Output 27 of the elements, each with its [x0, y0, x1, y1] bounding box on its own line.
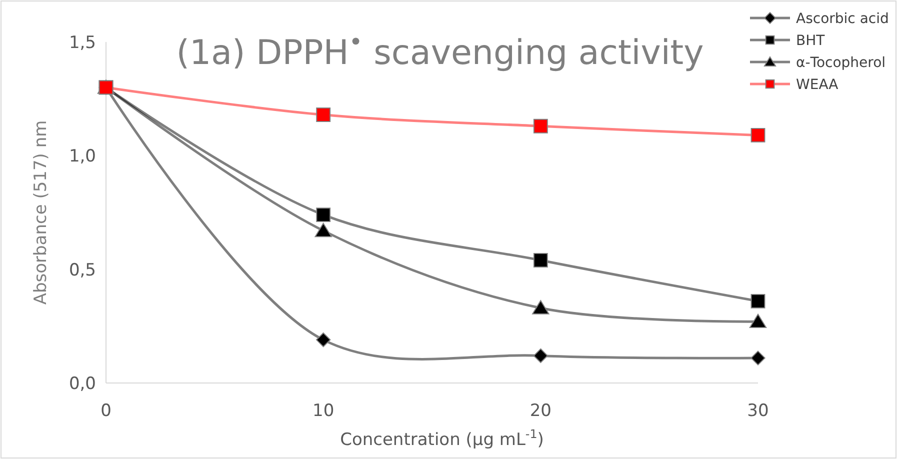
chart-title: (1a) DPPH$^{•}$ scavenging activity	[176, 28, 704, 73]
point	[533, 253, 548, 268]
x-tick-label: 20	[530, 401, 552, 421]
x-tick-label: 10	[312, 401, 334, 421]
legend-label: α-Tocopherol	[796, 54, 886, 71]
point	[750, 294, 766, 308]
point	[533, 348, 548, 364]
y-axis-title: Absorbance (517) nm	[31, 120, 51, 305]
point	[750, 128, 766, 142]
legend-label: WEAA	[796, 76, 839, 93]
point	[314, 222, 332, 238]
point	[749, 314, 767, 328]
y-tick-label: 0,0	[68, 374, 96, 394]
y-tick-label: 0,5	[68, 260, 96, 280]
y-tick-label: 1,0	[68, 146, 96, 167]
point	[750, 350, 766, 366]
point	[532, 300, 550, 314]
point	[316, 108, 331, 122]
x-tick-label: 0	[100, 401, 112, 421]
legend-label: Ascorbic acid	[796, 10, 889, 27]
point	[316, 208, 331, 222]
y-tick-label: 1,5	[68, 32, 96, 53]
x-axis-title: Concentration (µg mL$^{-1}$)	[340, 427, 544, 450]
x-tick-label: 30	[747, 401, 769, 421]
point	[316, 332, 331, 348]
point	[533, 118, 548, 134]
legend-label: BHT	[796, 32, 826, 49]
